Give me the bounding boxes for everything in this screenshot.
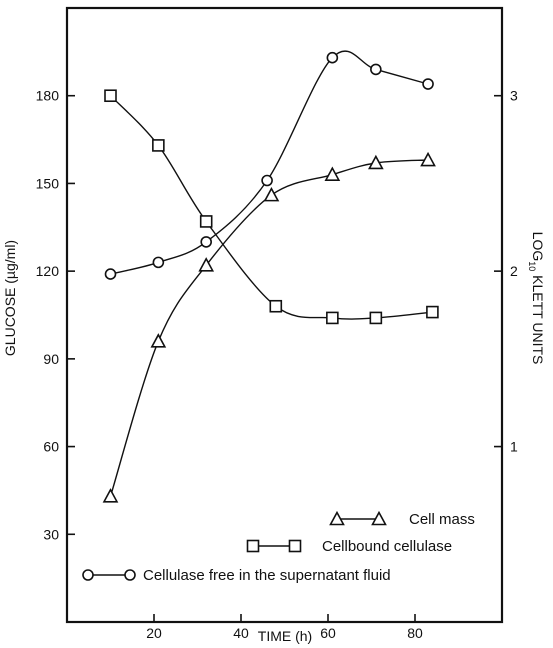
legend-marker-start-cellbound-cellulase <box>246 539 260 553</box>
legend-marker-start-cellulase-free <box>82 569 94 581</box>
x-axis-ticks: 20 40 60 80 <box>146 614 423 641</box>
y-right-tick-label-2: 2 <box>510 263 518 279</box>
y-left-tick-label-180: 180 <box>36 88 60 104</box>
series-curves <box>109 50 433 497</box>
legend-marker-end-cellulase-free <box>124 569 136 581</box>
y-right-axis-ticks: 1 2 3 <box>494 88 518 455</box>
point-cell-mass-1 <box>150 333 167 348</box>
point-cellbound-cellulase-3 <box>269 299 283 313</box>
legend-swatch-cell-mass <box>329 510 387 526</box>
point-cell-mass-6 <box>420 151 436 167</box>
y-right-tick-label-3: 3 <box>510 88 518 104</box>
point-cell-mass-2 <box>198 257 215 272</box>
point-cell-mass-3 <box>263 186 280 202</box>
point-cellbound-cellulase-2 <box>199 215 213 228</box>
y-right-label-sub: 10 <box>527 261 537 271</box>
y-left-tick-label-120: 120 <box>36 263 60 279</box>
point-cell-mass-4 <box>324 166 341 181</box>
y-right-axis-label: LOG10 KLETT UNITS <box>527 232 546 365</box>
point-cellulase-free-1 <box>152 256 165 269</box>
series-line-cell-mass <box>109 159 429 497</box>
point-cellbound-cellulase-6 <box>426 305 439 319</box>
y-left-tick-label-60: 60 <box>43 439 59 455</box>
point-cell-mass-5 <box>368 154 384 170</box>
legend-item-cell-mass: Cell mass <box>329 510 475 528</box>
legend-item-cellbound-cellulase: Cellbound cellulase <box>246 538 452 555</box>
legend-marker-end-cell-mass <box>371 510 387 526</box>
x-tick-label-80: 80 <box>407 625 423 641</box>
point-cellulase-free-4 <box>326 51 339 64</box>
legend-item-cellulase-free: Cellulase free in the supernatant fluid <box>82 567 391 584</box>
legend-marker-start-cell-mass <box>329 510 345 526</box>
legend-label-cellulase-free: Cellulase free in the supernatant fluid <box>143 567 391 584</box>
y-right-tick-label-1: 1 <box>510 439 518 455</box>
y-left-axis-label: GLUCOSE (µg/ml) <box>2 240 18 356</box>
y-right-label-main: LOG <box>530 232 546 262</box>
y-left-axis-ticks: 30 60 90 120 150 180 <box>36 88 75 542</box>
legend-label-cell-mass: Cell mass <box>409 511 475 528</box>
point-cellbound-cellulase-1 <box>152 139 165 152</box>
y-left-tick-label-90: 90 <box>43 351 59 367</box>
x-tick-label-60: 60 <box>320 625 336 641</box>
legend-label-cellbound-cellulase: Cellbound cellulase <box>322 538 452 555</box>
point-cell-mass-0 <box>102 488 119 503</box>
y-left-tick-label-30: 30 <box>43 526 59 542</box>
legend-swatch-cellbound-cellulase <box>246 539 302 553</box>
series-line-cellbound-cellulase <box>109 95 433 320</box>
legend-swatch-cellulase-free <box>82 569 136 581</box>
point-cellbound-cellulase-0 <box>104 89 117 103</box>
point-cellbound-cellulase-4 <box>326 311 339 325</box>
point-cellulase-free-3 <box>261 174 273 187</box>
point-cellbound-cellulase-5 <box>369 311 383 325</box>
x-tick-label-40: 40 <box>233 625 249 641</box>
point-cellulase-free-0 <box>104 268 117 280</box>
legend: Cell mass Cellbound cellulase Cellulase … <box>82 510 475 584</box>
point-cellulase-free-5 <box>370 63 382 76</box>
x-axis-label: TIME (h) <box>258 628 312 644</box>
y-left-tick-label-150: 150 <box>36 175 60 191</box>
plot-frame <box>65 6 504 624</box>
point-cellulase-free-6 <box>422 78 434 90</box>
y-right-label-rest: KLETT UNITS <box>530 271 546 364</box>
point-cellulase-free-2 <box>200 236 212 248</box>
x-tick-label-20: 20 <box>146 625 162 641</box>
series-markers <box>102 51 439 503</box>
legend-marker-end-cellbound-cellulase <box>288 539 302 553</box>
